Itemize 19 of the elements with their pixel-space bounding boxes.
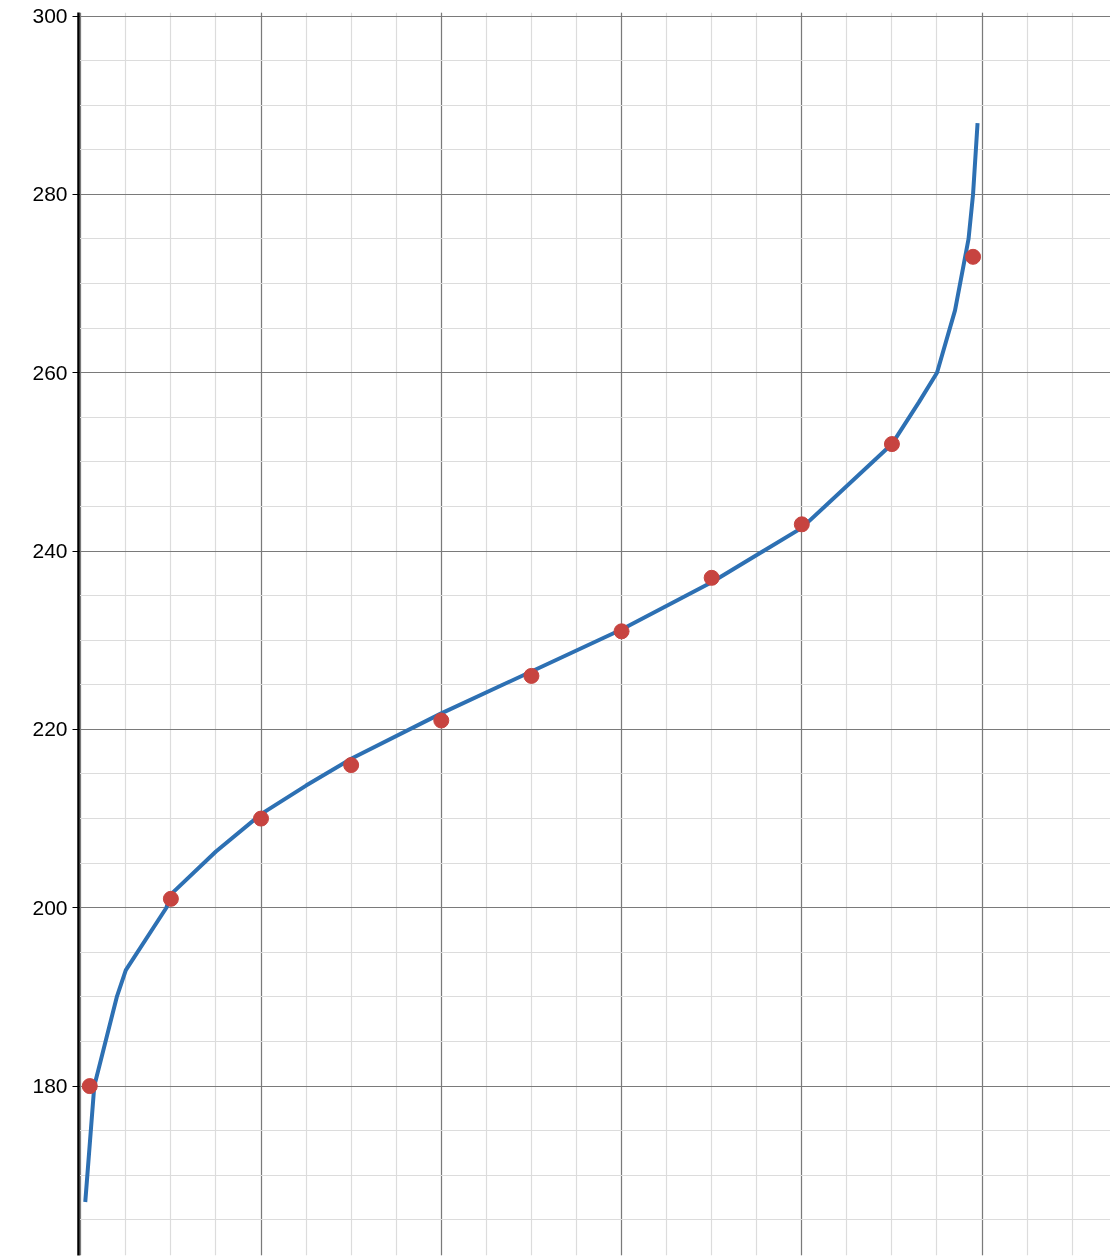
y-tick-label: 280 [32,182,68,206]
point [965,248,982,265]
y-tick-label: 200 [32,895,68,919]
point [162,890,179,907]
point [613,623,630,640]
y-tick-label: 220 [32,717,68,741]
y-tick-label: 180 [32,1074,68,1098]
point [883,436,900,453]
point [793,516,810,533]
y-tick-label: 300 [32,4,68,28]
point [81,1078,98,1095]
point [703,569,720,586]
point [523,667,540,684]
y-tick-label: 240 [32,539,68,563]
point [343,757,360,774]
line-series [83,121,980,1204]
point [253,810,270,827]
point [433,712,450,729]
y-tick-label: 260 [32,360,68,384]
